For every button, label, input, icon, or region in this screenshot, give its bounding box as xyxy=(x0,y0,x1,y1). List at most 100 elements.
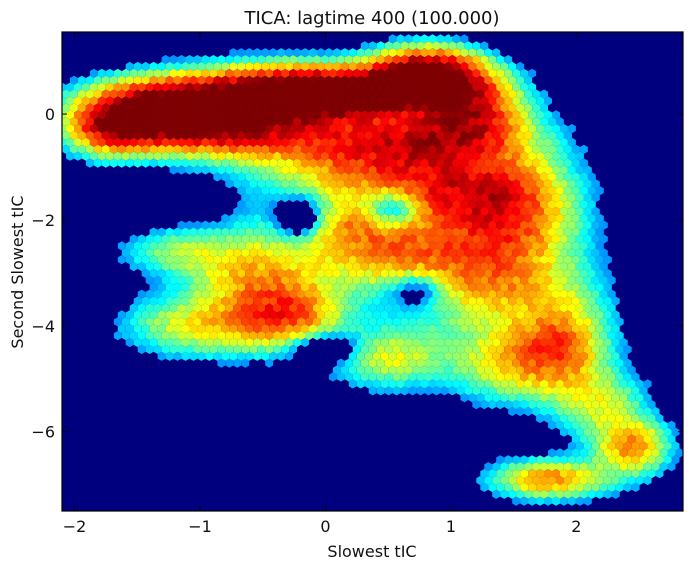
hexbin-cell xyxy=(575,386,584,396)
hexbin-cell xyxy=(328,110,337,120)
hexbin-cell xyxy=(109,103,118,113)
hexbin-cell xyxy=(571,213,580,223)
hexbin-cell xyxy=(320,96,329,106)
hexbin-cell xyxy=(436,296,445,306)
hexbin-cell xyxy=(488,344,497,354)
hexbin-cell xyxy=(145,151,154,161)
hexbin-cell xyxy=(261,75,270,85)
hexbin-cell xyxy=(396,241,405,251)
hexbin-cell xyxy=(253,351,262,361)
hexbin-cell xyxy=(109,144,118,154)
hexbin-cell xyxy=(631,469,640,479)
hexbin-cell xyxy=(97,68,106,78)
hexbin-cell xyxy=(575,206,584,216)
hexbin-cell xyxy=(265,68,274,78)
hexbin-cell xyxy=(348,337,357,348)
hexbin-cell xyxy=(540,130,548,141)
hexbin-cell xyxy=(571,282,580,292)
hexbin-cell xyxy=(233,331,242,341)
hexbin-cell xyxy=(536,482,544,492)
hexbin-cell xyxy=(193,55,202,65)
hexbin-cell xyxy=(113,110,122,120)
hexbin-cell xyxy=(273,344,282,354)
hexbin-cell xyxy=(544,220,552,230)
hexbin-cell xyxy=(209,165,218,175)
hexbin-cell xyxy=(556,324,564,334)
hexbin-cell xyxy=(575,262,584,272)
hexbin-cell xyxy=(456,234,465,244)
hexbin-cell xyxy=(587,310,596,320)
hexbin-cell xyxy=(193,110,202,120)
hexbin-cell xyxy=(368,275,377,285)
hexbin-cell xyxy=(137,331,146,341)
hexbin-cell xyxy=(464,331,473,341)
hexbin-cell xyxy=(129,151,138,161)
hexbin-cell xyxy=(185,303,194,313)
hexbin-cell xyxy=(595,448,604,458)
hexbin-cell xyxy=(516,268,525,279)
hexbin-cell xyxy=(575,165,584,175)
hexbin-cell xyxy=(157,130,166,141)
hexbin-cell xyxy=(460,310,469,320)
hexbin-cell xyxy=(101,75,110,85)
hexbin-cell xyxy=(583,206,592,216)
hexbin-cell xyxy=(113,331,122,341)
hexbin-cell xyxy=(165,75,174,85)
hexbin-cell xyxy=(376,96,385,106)
hexbin-cell xyxy=(591,400,600,410)
hexbin-cell xyxy=(157,282,166,292)
hexbin-cell xyxy=(317,117,325,127)
hexbin-cell xyxy=(456,110,465,120)
hexbin-cell xyxy=(289,137,297,147)
hexbin-cell xyxy=(528,179,537,189)
hexbin-cell xyxy=(165,144,174,154)
hexbin-cell xyxy=(480,275,489,285)
hexbin-cell xyxy=(563,213,572,223)
hexbin-cell xyxy=(145,303,154,313)
hexbin-cell xyxy=(544,262,552,272)
hexbin-cell xyxy=(376,179,385,189)
hexbin-cell xyxy=(579,144,588,154)
hexbin-cell xyxy=(336,193,345,203)
hexbin-cell xyxy=(388,34,397,44)
hexbin-cell xyxy=(320,275,329,285)
hexbin-cell xyxy=(352,206,361,216)
hexbin-cell xyxy=(575,469,584,479)
hexbin-cell xyxy=(372,282,381,292)
hexbin-cell xyxy=(253,186,262,196)
hexbin-cell xyxy=(504,206,513,216)
hexbin-cell xyxy=(532,337,540,348)
hexbin-cell xyxy=(508,89,517,99)
hexbin-cell xyxy=(185,331,194,341)
hexbin-cell xyxy=(301,61,309,72)
hexbin-cell xyxy=(583,289,592,299)
hexbin-cell xyxy=(587,199,596,210)
hexbin-cell xyxy=(364,48,373,58)
hexbin-cell xyxy=(372,324,381,334)
hexbin-cell xyxy=(177,275,186,285)
hexbin-cell xyxy=(436,130,445,141)
hexbin-cell xyxy=(452,172,461,182)
hexbin-cell xyxy=(508,337,517,348)
hexbin-cell xyxy=(603,255,612,265)
hexbin-cell xyxy=(269,310,278,320)
hexbin-cell xyxy=(169,275,178,285)
hexbin-cell xyxy=(396,199,405,210)
hexbin-cell xyxy=(432,303,441,313)
hexbin-cell xyxy=(603,351,612,361)
hexbin-cell xyxy=(273,248,282,258)
hexbin-cell xyxy=(496,317,505,327)
hexbin-cell xyxy=(249,179,258,189)
hexbin-cell xyxy=(269,158,278,168)
hexbin-cell xyxy=(496,386,505,396)
hexbin-cell xyxy=(452,213,461,223)
hexbin-cell xyxy=(488,317,497,327)
hexbin-cell xyxy=(356,89,365,99)
hexbin-cell xyxy=(428,296,437,306)
hexbin-cell xyxy=(516,296,525,306)
hexbin-cell xyxy=(141,310,150,320)
hexbin-cell xyxy=(313,137,321,147)
hexbin-cell xyxy=(552,110,560,120)
hexbin-cell xyxy=(380,75,389,85)
hexbin-cell xyxy=(336,110,345,120)
